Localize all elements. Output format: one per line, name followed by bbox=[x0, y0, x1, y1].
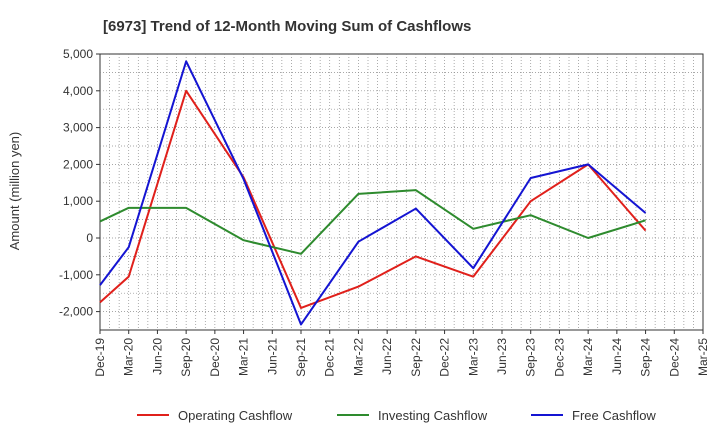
y-axis-ticks: -2,000 -1,000 0 1,000 2,000 3,000 4,000 5,000 bbox=[59, 47, 100, 319]
x-tick-label: Jun-20 bbox=[150, 338, 164, 375]
y-tick-label: 0 bbox=[86, 231, 93, 245]
y-tick-label: 2,000 bbox=[63, 157, 93, 171]
x-tick-label: Jun-24 bbox=[610, 338, 624, 375]
x-tick-label: Mar-24 bbox=[581, 338, 595, 376]
x-tick-label: Dec-20 bbox=[208, 338, 222, 377]
chart-title: [6973] Trend of 12-Month Moving Sum of C… bbox=[103, 18, 471, 35]
x-tick-label: Sep-20 bbox=[179, 338, 193, 377]
x-tick-label: Dec-21 bbox=[323, 338, 337, 377]
legend: Operating Cashflow Investing Cashflow Free… bbox=[137, 408, 656, 423]
x-tick-label: Mar-20 bbox=[122, 338, 136, 376]
x-tick-label: Sep-21 bbox=[294, 338, 308, 377]
x-tick-label: Dec-19 bbox=[93, 338, 107, 377]
x-tick-label: Jun-23 bbox=[495, 338, 509, 375]
x-tick-label: Dec-24 bbox=[667, 338, 681, 377]
series-lines bbox=[99, 60, 647, 326]
x-tick-label: Mar-21 bbox=[237, 338, 251, 376]
series-line-investing-cashflow bbox=[99, 189, 646, 255]
y-tick-label: 1,000 bbox=[63, 194, 93, 208]
y-tick-label: 3,000 bbox=[63, 121, 93, 135]
x-tick-label: Sep-23 bbox=[524, 338, 538, 377]
legend-label-investing-cashflow: Investing Cashflow bbox=[378, 408, 488, 423]
x-tick-label: Jun-22 bbox=[380, 338, 394, 375]
y-axis-label: Amount (million yen) bbox=[7, 132, 22, 251]
series-line-free-cashflow bbox=[99, 60, 647, 326]
y-tick-label: -1,000 bbox=[59, 268, 93, 282]
x-tick-label: Mar-25 bbox=[696, 338, 710, 376]
legend-label-free-cashflow: Free Cashflow bbox=[572, 408, 656, 423]
x-axis-ticks: Dec-19 Mar-20 Jun-20 Sep-20 Dec-20 Mar-21 Jun-… bbox=[93, 330, 710, 377]
x-tick-label: Mar-23 bbox=[466, 338, 480, 376]
y-tick-label: 4,000 bbox=[63, 84, 93, 98]
x-tick-label: Jun-21 bbox=[265, 338, 279, 375]
legend-label-operating-cashflow: Operating Cashflow bbox=[178, 408, 293, 423]
x-tick-label: Mar-22 bbox=[351, 338, 365, 376]
series-line-operating-cashflow bbox=[99, 89, 647, 309]
x-tick-label: Dec-22 bbox=[438, 338, 452, 377]
x-tick-label: Dec-23 bbox=[552, 338, 566, 377]
y-tick-label: -2,000 bbox=[59, 305, 93, 319]
x-tick-label: Sep-22 bbox=[409, 338, 423, 377]
x-tick-label: Sep-24 bbox=[639, 338, 653, 377]
y-tick-label: 5,000 bbox=[63, 47, 93, 61]
